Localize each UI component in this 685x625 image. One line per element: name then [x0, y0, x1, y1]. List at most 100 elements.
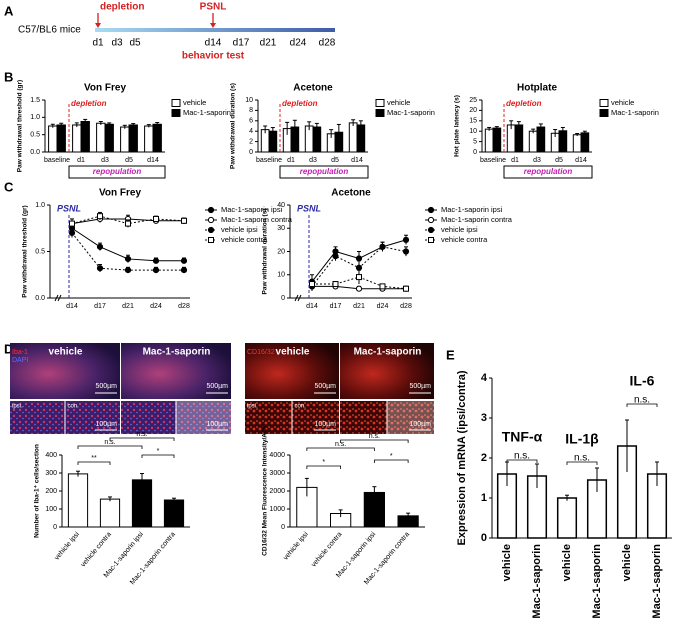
y-tick-label: 1.5	[30, 97, 40, 104]
x-tick-label: d3	[101, 157, 109, 164]
chart-title: Acetone	[293, 83, 333, 94]
y-tick-label: 0	[481, 532, 487, 544]
x-tick-label: Mac-1-saporin	[651, 544, 663, 619]
legend-label: Mac-1-saporin contra	[221, 215, 293, 224]
repopulation-label: repopulation	[93, 167, 142, 176]
legend-label: Mac-1-saporin contra	[441, 215, 513, 224]
thumbnail	[387, 401, 434, 434]
y-tick-label: 0	[281, 524, 285, 531]
legend-marker	[208, 237, 214, 243]
marker	[97, 213, 103, 220]
legend-swatch	[375, 99, 385, 107]
thumb-label: con.	[295, 404, 307, 410]
legend-label: vehicle	[387, 98, 410, 107]
scale-label: 100µm	[95, 421, 117, 428]
scale-label: 100µm	[409, 421, 431, 428]
axis-break	[57, 294, 62, 302]
bar	[572, 134, 582, 153]
thumb-label: ipsi.	[12, 404, 23, 410]
legend-swatch	[171, 99, 181, 107]
marker	[403, 285, 409, 292]
thumbnail	[245, 401, 292, 434]
legend-label: Mac-1-saporin	[387, 108, 435, 117]
depletion-label: depletion	[282, 99, 318, 108]
marker	[332, 253, 339, 260]
bracket	[626, 403, 658, 407]
x-tick-label: vehicle	[561, 544, 573, 581]
legend-label: vehicle ipsi	[441, 225, 478, 234]
stain-label: Iba-1	[12, 349, 28, 356]
chart-title: Von Frey	[99, 188, 141, 199]
marker	[356, 274, 362, 281]
thumbnail	[292, 401, 339, 434]
stain-label: DAPI	[12, 357, 28, 364]
marker	[152, 267, 160, 274]
marker	[124, 255, 132, 263]
timeline: C57/BL6 mice depletion PSNL behavior tes…	[18, 2, 335, 62]
marker	[332, 281, 339, 288]
x-tick-label: d1	[511, 157, 519, 164]
y-tick-label: 0.5	[35, 248, 45, 255]
day-label: d24	[290, 38, 307, 49]
x-tick-label: Mac-1-saporin	[531, 544, 543, 619]
repopulation-box	[279, 165, 369, 179]
legend-swatch	[599, 99, 609, 107]
legend-swatch	[375, 109, 385, 117]
thumbnail	[121, 401, 176, 434]
thumbnail	[65, 401, 120, 434]
marker	[69, 220, 75, 227]
y-tick-label: 5	[473, 138, 477, 145]
x-tick-label: d14	[147, 157, 159, 164]
day-label: d1	[92, 38, 104, 49]
marker	[96, 243, 104, 250]
bracket	[306, 465, 342, 469]
bar	[492, 127, 502, 153]
y-tick-label: 300	[45, 470, 57, 477]
y-tick-label: 0.0	[30, 149, 40, 156]
y-tick-label: 10	[277, 272, 285, 279]
thumb-label: ipsi.	[247, 404, 258, 410]
thumbnail	[176, 401, 231, 434]
y-tick-label: 20	[277, 248, 285, 255]
y-tick-label: 15	[469, 118, 477, 125]
bar	[80, 120, 90, 153]
arrowhead	[210, 23, 216, 28]
y-tick-label: 8	[249, 107, 253, 114]
day-label: d28	[319, 38, 336, 49]
y-tick-label: 2	[249, 138, 253, 145]
micrograph	[121, 343, 231, 399]
bar	[514, 124, 524, 153]
y-tick-label: 0.0	[35, 295, 45, 302]
bar	[56, 124, 66, 153]
y-tick-label: 25	[469, 97, 477, 104]
y-axis-label: CD16/32 Mean Fluorescence Intensity/AOI	[262, 426, 269, 556]
legend-label: Mac-1-saporin ipsi	[441, 205, 503, 214]
depletion-label: depletion	[506, 99, 542, 108]
y-tick-label: 100	[45, 506, 57, 513]
x-tick-label: d21	[353, 303, 365, 310]
injury-label: PSNL	[297, 203, 321, 213]
panel-label: A	[4, 3, 14, 18]
day-label: d3	[111, 38, 123, 49]
marker	[181, 217, 187, 224]
x-tick-label: vehicle	[621, 544, 633, 581]
scale-label: 500µm	[409, 383, 431, 390]
scale-label: 500µm	[314, 383, 336, 390]
test-label: behavior test	[182, 51, 245, 62]
panel-label: E	[446, 347, 455, 362]
legend-marker	[427, 206, 435, 214]
y-tick-label: 4	[481, 372, 488, 384]
bracket	[506, 459, 538, 463]
day-label: d5	[129, 38, 141, 49]
scale-label: 100µm	[206, 421, 228, 428]
legend-label: vehicle	[611, 98, 634, 107]
x-tick-label: vehicle ipsi	[54, 531, 82, 562]
x-tick-label: vehicle contra	[310, 531, 343, 569]
bar	[312, 126, 322, 153]
significance-label: n.s.	[335, 441, 346, 448]
significance-label: **	[91, 455, 97, 462]
legend-label: vehicle ipsi	[221, 225, 258, 234]
legend-label: vehicle contra	[221, 235, 268, 244]
legend-swatch	[171, 109, 181, 117]
